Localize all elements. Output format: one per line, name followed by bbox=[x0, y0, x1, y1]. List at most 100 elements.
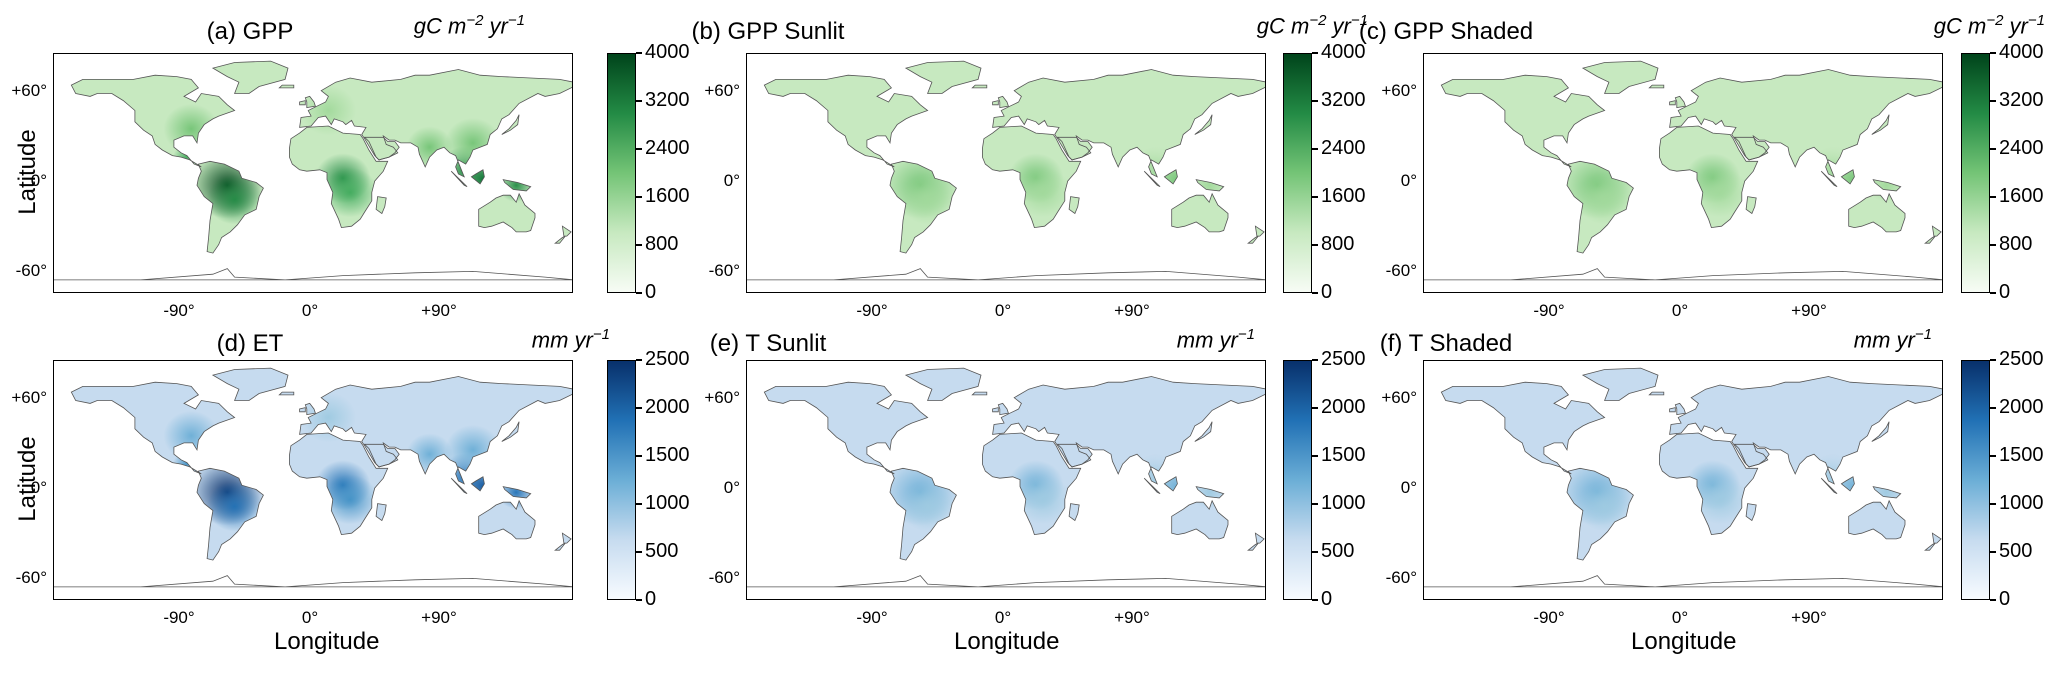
colorbar-tick-label: 0 bbox=[1311, 281, 1333, 303]
world-map bbox=[53, 360, 573, 600]
colorbar-unit: mm yr−1 bbox=[1853, 326, 1932, 353]
panel-title: (a) GPP bbox=[206, 18, 294, 45]
colorbar-tick-label: 500 bbox=[1311, 540, 1355, 562]
coastline bbox=[1745, 196, 1757, 215]
colorbar-tick-label: 4000 bbox=[636, 41, 690, 63]
coastline bbox=[763, 74, 929, 168]
colorbar bbox=[1283, 53, 1312, 293]
coastline bbox=[501, 421, 520, 442]
coastline bbox=[1581, 60, 1659, 94]
coastline bbox=[54, 268, 572, 281]
lat-tick-label: 0° bbox=[30, 478, 47, 497]
coastline bbox=[470, 476, 485, 492]
lat-tick-label: 0° bbox=[723, 171, 740, 190]
coastline bbox=[992, 100, 999, 106]
coastline bbox=[278, 84, 295, 89]
colorbar-tick-label: 1500 bbox=[1312, 444, 1366, 466]
lon-tick-label: 0° bbox=[994, 301, 1012, 320]
coastline bbox=[763, 381, 929, 475]
coastline bbox=[1143, 477, 1161, 495]
coastline bbox=[904, 367, 982, 401]
colorbar-unit: gC m−2 yr−1 bbox=[1933, 12, 2045, 39]
lat-tick-label: +60° bbox=[11, 81, 47, 100]
colorbar-tick-label: 800 bbox=[635, 233, 679, 255]
colorbar-tick-label: 1600 bbox=[636, 185, 690, 207]
coastline bbox=[997, 95, 1009, 109]
coastline bbox=[904, 60, 982, 94]
lon-tick-label: -90° bbox=[856, 301, 888, 320]
coastline bbox=[1056, 443, 1093, 468]
coastline bbox=[982, 125, 1082, 229]
map-svg bbox=[54, 367, 572, 588]
colorbar-tick-label: 2500 bbox=[636, 348, 690, 370]
coastline bbox=[1820, 170, 1838, 188]
colorbar-tick-label: 0 bbox=[1989, 588, 2011, 610]
colorbar bbox=[607, 53, 636, 293]
lat-tick-label: -60° bbox=[1385, 568, 1417, 587]
coastline bbox=[1669, 376, 1942, 485]
coastline bbox=[971, 391, 988, 396]
lon-tick-label: +90° bbox=[1791, 608, 1827, 627]
colorbar-tick-label: 1600 bbox=[1990, 185, 2044, 207]
coastline bbox=[1247, 235, 1259, 244]
lat-tick-label: -60° bbox=[708, 568, 740, 587]
colorbar-tick-label: 3200 bbox=[1990, 89, 2044, 111]
colorbar-tick-label: 2400 bbox=[1312, 137, 1366, 159]
coastline bbox=[747, 575, 1265, 588]
coastline bbox=[1733, 136, 1770, 161]
coastline bbox=[1163, 169, 1178, 185]
coastline bbox=[1194, 114, 1213, 135]
lat-tick-label: 0° bbox=[1400, 171, 1417, 190]
panel-title: (e) T Sunlit bbox=[709, 330, 827, 357]
coastline bbox=[561, 532, 572, 544]
world-map bbox=[746, 53, 1266, 293]
colorbar-tick-label: 1000 bbox=[1312, 492, 1366, 514]
land-fill bbox=[764, 368, 1265, 561]
coastline bbox=[299, 69, 572, 178]
coastline bbox=[211, 367, 289, 401]
lon-tick-label: +90° bbox=[1114, 608, 1150, 627]
coastline bbox=[1440, 74, 1606, 168]
panel-title: (f) T Shaded bbox=[1379, 330, 1513, 357]
coastline bbox=[375, 503, 387, 522]
colorbar-tick-label: 2400 bbox=[1990, 137, 2044, 159]
coastline bbox=[478, 192, 536, 233]
coastline bbox=[363, 136, 400, 161]
lat-tick-label: -60° bbox=[15, 568, 47, 587]
world-map bbox=[1423, 53, 1943, 293]
coastline bbox=[992, 376, 1265, 485]
coastline bbox=[1848, 499, 1906, 540]
lon-tick-label: 0° bbox=[301, 608, 319, 627]
lat-tick-label: -60° bbox=[708, 261, 740, 280]
coastline bbox=[1674, 402, 1686, 416]
coastline bbox=[1566, 160, 1634, 254]
coastline bbox=[289, 432, 389, 536]
coastline bbox=[971, 84, 988, 89]
coastline bbox=[554, 542, 566, 551]
panel-title: (c) GPP Shaded bbox=[1358, 18, 1534, 45]
panel-title: (b) GPP Sunlit bbox=[691, 18, 845, 45]
coastline bbox=[1659, 432, 1759, 536]
coastline bbox=[1566, 467, 1634, 561]
coastline bbox=[304, 95, 316, 109]
coastline bbox=[554, 235, 566, 244]
colorbar-tick-label: 2000 bbox=[636, 396, 690, 418]
colorbar-unit: mm yr−1 bbox=[1176, 326, 1255, 353]
world-map bbox=[1423, 360, 1943, 600]
colorbar-tick-label: 3200 bbox=[636, 89, 690, 111]
coastline bbox=[1872, 179, 1902, 192]
colorbar-tick-label: 1000 bbox=[636, 492, 690, 514]
coastline bbox=[478, 499, 536, 540]
coastline bbox=[299, 376, 572, 485]
panel-title: (d) ET bbox=[216, 330, 284, 357]
coastline bbox=[997, 402, 1009, 416]
coastline bbox=[992, 407, 999, 413]
coastline bbox=[289, 125, 389, 229]
coastline bbox=[1872, 486, 1902, 499]
coastline bbox=[1171, 499, 1229, 540]
land-fill bbox=[1441, 368, 1942, 561]
lon-tick-label: 0° bbox=[994, 608, 1012, 627]
colorbar-tick-label: 4000 bbox=[1312, 41, 1366, 63]
colorbar-tick-label: 500 bbox=[1989, 540, 2033, 562]
coastline bbox=[1581, 367, 1659, 401]
